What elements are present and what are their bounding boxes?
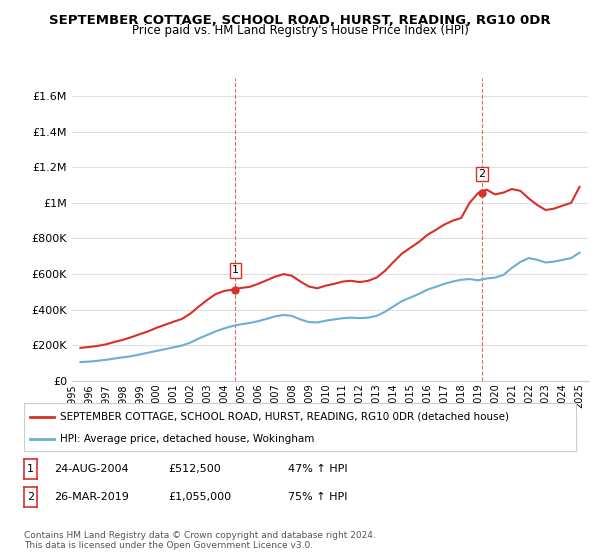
Text: 47% ↑ HPI: 47% ↑ HPI [288,464,347,474]
Text: Contains HM Land Registry data © Crown copyright and database right 2024.
This d: Contains HM Land Registry data © Crown c… [24,530,376,550]
Text: 2: 2 [478,169,485,179]
Text: SEPTEMBER COTTAGE, SCHOOL ROAD, HURST, READING, RG10 0DR (detached house): SEPTEMBER COTTAGE, SCHOOL ROAD, HURST, R… [60,412,509,422]
Text: Price paid vs. HM Land Registry's House Price Index (HPI): Price paid vs. HM Land Registry's House … [131,24,469,37]
Text: 24-AUG-2004: 24-AUG-2004 [54,464,128,474]
Text: £1,055,000: £1,055,000 [168,492,231,502]
Text: 1: 1 [27,464,34,474]
Text: 26-MAR-2019: 26-MAR-2019 [54,492,129,502]
Text: 1: 1 [232,265,239,276]
Text: 75% ↑ HPI: 75% ↑ HPI [288,492,347,502]
Text: SEPTEMBER COTTAGE, SCHOOL ROAD, HURST, READING, RG10 0DR: SEPTEMBER COTTAGE, SCHOOL ROAD, HURST, R… [49,14,551,27]
Text: HPI: Average price, detached house, Wokingham: HPI: Average price, detached house, Woki… [60,434,314,444]
Text: £512,500: £512,500 [168,464,221,474]
Text: 2: 2 [27,492,34,502]
